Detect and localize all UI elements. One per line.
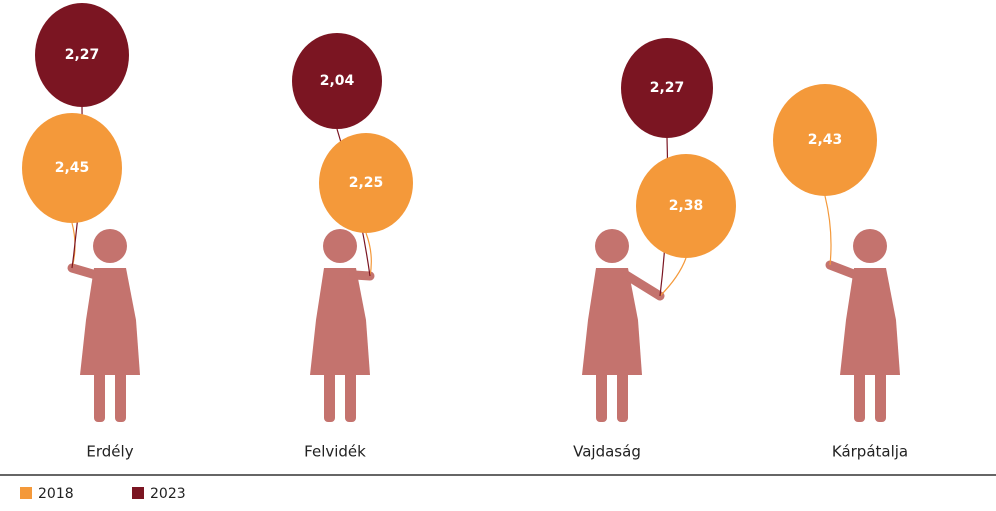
body: [80, 268, 140, 375]
legend-swatch: [20, 487, 32, 499]
category-label: Erdély: [86, 443, 133, 461]
legend-label: 2023: [150, 486, 186, 502]
chart: Erdély Felvidék Vajdaság Kárpátalja 2,45 2,25…: [0, 0, 996, 511]
child-silhouette: [830, 229, 900, 422]
child-silhouette: [310, 229, 370, 422]
leg: [854, 370, 865, 422]
value-label: 2,38: [669, 198, 704, 214]
value-label: 2,27: [65, 47, 100, 63]
category-label: Felvidék: [304, 443, 366, 461]
value-label: 2,43: [808, 132, 843, 148]
value-label: 2,27: [650, 80, 685, 96]
balloon-string: [825, 196, 831, 265]
arm: [354, 275, 370, 276]
value-label: 2,45: [55, 160, 90, 176]
child-silhouette: [582, 229, 660, 422]
leg: [617, 370, 628, 422]
arm: [72, 268, 96, 275]
legend-swatch: [132, 487, 144, 499]
legend-label: 2018: [38, 486, 74, 502]
category-label: Vajdaság: [573, 443, 641, 461]
category-label: Kárpátalja: [832, 443, 908, 461]
leg: [324, 370, 335, 422]
body: [840, 268, 900, 375]
head: [595, 229, 629, 263]
head: [93, 229, 127, 263]
child-silhouette: [72, 229, 140, 422]
leg: [875, 370, 886, 422]
value-label: 2,25: [349, 175, 384, 191]
leg: [94, 370, 105, 422]
arm: [830, 265, 856, 275]
value-label: 2,04: [320, 73, 355, 89]
body: [310, 268, 370, 375]
head: [853, 229, 887, 263]
leg: [596, 370, 607, 422]
leg: [345, 370, 356, 422]
head: [323, 229, 357, 263]
leg: [115, 370, 126, 422]
